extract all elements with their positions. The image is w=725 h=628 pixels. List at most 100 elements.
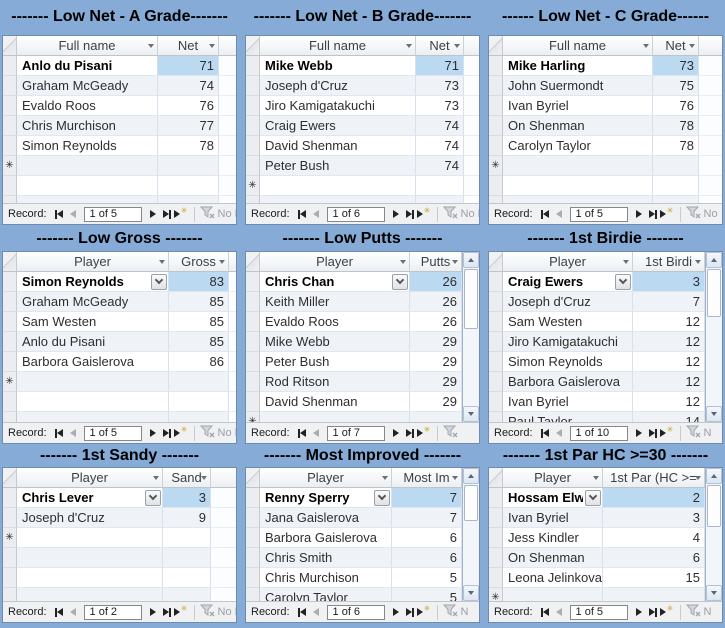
value-cell[interactable]: 76 [158, 96, 219, 116]
column-dropdown-icon[interactable] [623, 260, 629, 264]
player-name-cell[interactable]: Joseph d'Cruz [260, 76, 416, 96]
scroll-up-button[interactable] [706, 468, 722, 484]
select-all-corner[interactable] [3, 36, 17, 56]
next-record-button[interactable] [632, 207, 646, 221]
scrollbar-track[interactable] [463, 268, 479, 406]
row-selector[interactable] [489, 96, 503, 116]
player-name-cell[interactable] [260, 176, 416, 196]
player-name-cell[interactable] [503, 156, 653, 176]
column-dropdown-icon[interactable] [452, 260, 458, 264]
value-cell[interactable]: 6 [392, 528, 462, 548]
value-cell[interactable]: 74 [158, 76, 219, 96]
column-dropdown-icon[interactable] [689, 44, 695, 48]
player-name-cell[interactable]: Barbora Gaislerova [260, 528, 392, 548]
first-record-button[interactable] [295, 605, 309, 619]
value-cell[interactable]: 74 [416, 156, 464, 176]
player-name-cell[interactable]: Jess Kindler [503, 528, 603, 548]
row-selector[interactable] [489, 332, 503, 352]
row-selector[interactable] [246, 392, 260, 412]
first-record-button[interactable] [295, 426, 309, 440]
column-header-value[interactable]: 1st Birdi [633, 252, 705, 272]
value-cell[interactable] [163, 548, 211, 568]
player-name-cell[interactable]: Mike Webb [260, 56, 416, 76]
player-name-cell[interactable] [17, 528, 163, 548]
value-cell[interactable] [169, 392, 229, 412]
value-cell[interactable]: 78 [653, 136, 699, 156]
filter-icon[interactable] [442, 604, 458, 620]
player-name-cell[interactable] [260, 412, 410, 422]
column-dropdown-icon[interactable] [159, 260, 165, 264]
row-selector[interactable] [489, 76, 503, 96]
value-cell[interactable]: 26 [410, 292, 462, 312]
combo-dropdown-button[interactable] [151, 273, 167, 290]
player-name-cell[interactable]: Joseph d'Cruz [17, 508, 163, 528]
value-cell[interactable]: 77 [158, 116, 219, 136]
new-record-button[interactable]: ✳ [173, 604, 188, 619]
value-cell[interactable] [653, 156, 699, 176]
new-record-button[interactable]: ✳ [659, 604, 674, 619]
row-selector[interactable] [246, 96, 260, 116]
row-selector[interactable] [246, 156, 260, 176]
player-name-cell[interactable]: On Shenman [503, 548, 603, 568]
value-cell[interactable] [603, 588, 705, 601]
player-name-cell[interactable]: Craig Ewers [503, 272, 633, 292]
player-name-cell[interactable] [503, 196, 653, 203]
filter-icon[interactable] [685, 206, 701, 222]
value-cell[interactable]: 5 [392, 568, 462, 588]
value-cell[interactable]: 7 [633, 292, 705, 312]
row-selector[interactable] [489, 272, 503, 292]
row-selector[interactable] [489, 136, 503, 156]
filter-icon[interactable] [442, 206, 458, 222]
row-selector[interactable] [3, 136, 17, 156]
column-header-value[interactable]: Gross [169, 252, 229, 272]
new-record-button[interactable]: ✳ [416, 425, 431, 440]
row-selector[interactable] [246, 568, 260, 588]
row-selector[interactable] [3, 196, 17, 203]
player-name-cell[interactable]: Barbora Gaislerova [17, 352, 169, 372]
combo-dropdown-button[interactable] [374, 489, 390, 506]
value-cell[interactable]: 73 [653, 56, 699, 76]
value-cell[interactable]: 29 [410, 352, 462, 372]
next-record-button[interactable] [389, 207, 403, 221]
value-cell[interactable]: 12 [633, 352, 705, 372]
column-header-name[interactable]: Player [260, 468, 392, 488]
player-name-cell[interactable] [260, 196, 416, 203]
combo-dropdown-button[interactable] [145, 489, 161, 506]
column-dropdown-icon[interactable] [406, 44, 412, 48]
value-cell[interactable]: 7 [392, 488, 462, 508]
new-record-selector[interactable]: ✳ [3, 528, 17, 548]
value-cell[interactable]: 71 [416, 56, 464, 76]
row-selector[interactable] [246, 136, 260, 156]
column-dropdown-icon[interactable] [219, 260, 225, 264]
row-selector[interactable] [246, 76, 260, 96]
select-all-corner[interactable] [246, 252, 260, 272]
row-selector[interactable] [246, 272, 260, 292]
player-name-cell[interactable]: Peter Bush [260, 156, 416, 176]
row-selector[interactable] [489, 116, 503, 136]
row-selector[interactable] [246, 372, 260, 392]
select-all-corner[interactable] [489, 468, 503, 488]
player-name-cell[interactable] [17, 412, 169, 422]
player-name-cell[interactable]: Paul Taylor [503, 412, 633, 422]
row-selector[interactable] [246, 196, 260, 203]
row-selector[interactable] [3, 56, 17, 76]
column-dropdown-icon[interactable] [201, 476, 207, 480]
player-name-cell[interactable] [17, 548, 163, 568]
player-name-cell[interactable]: Simon Reynolds [17, 136, 158, 156]
previous-record-button[interactable] [552, 426, 566, 440]
first-record-button[interactable] [52, 426, 66, 440]
new-record-button[interactable]: ✳ [173, 206, 188, 221]
row-selector[interactable] [246, 116, 260, 136]
vertical-scrollbar[interactable] [462, 252, 479, 422]
player-name-cell[interactable] [17, 588, 163, 601]
record-position-box[interactable]: 1 of 5 [569, 604, 628, 620]
player-name-cell[interactable]: Ivan Byriel [503, 392, 633, 412]
record-position-box[interactable]: 1 of 5 [83, 206, 142, 222]
player-name-cell[interactable]: Jiro Kamigatakuchi [503, 332, 633, 352]
value-cell[interactable]: 7 [392, 508, 462, 528]
row-selector[interactable] [489, 56, 503, 76]
previous-record-button[interactable] [552, 207, 566, 221]
player-name-cell[interactable] [17, 196, 158, 203]
new-record-selector[interactable]: ✳ [489, 156, 503, 176]
row-selector[interactable] [489, 196, 503, 203]
